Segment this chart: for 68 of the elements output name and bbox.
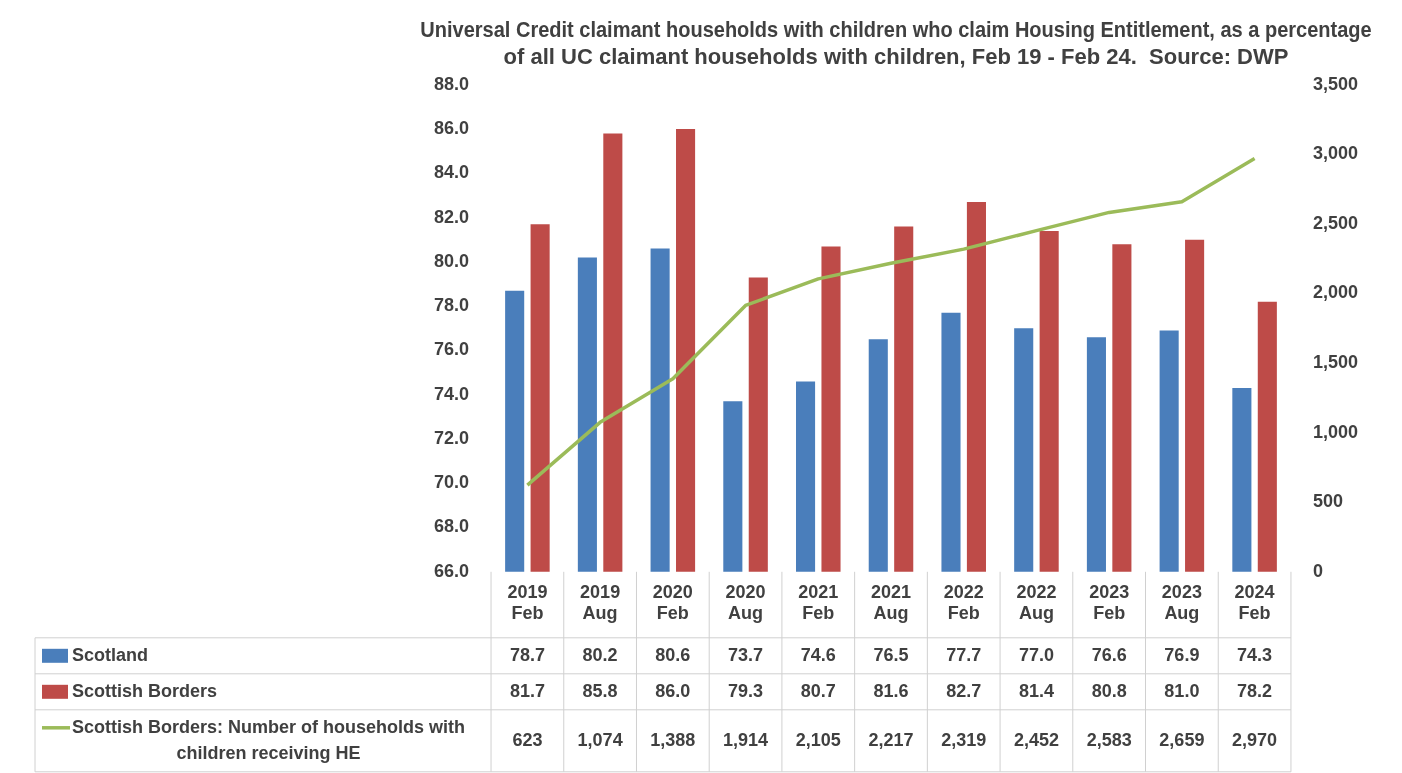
y2-tick-label: 2,500: [1312, 212, 1358, 233]
y-tick-label: 86.0: [433, 118, 470, 139]
data-label: 2,217: [868, 729, 914, 750]
x-tick-label: 2023 Aug: [1161, 581, 1202, 624]
y-tick-label: 82.0: [433, 206, 470, 227]
y2-tick-label: 2,000: [1312, 282, 1358, 303]
y2-tick-label: 500: [1312, 491, 1343, 512]
data-label: 80.8: [1091, 680, 1127, 701]
x-tick-label: 2020 Feb: [652, 581, 693, 624]
x-tick-label: 2020 Aug: [725, 581, 766, 624]
legend-label: Scotland: [72, 644, 149, 665]
x-tick-label: 2019 Aug: [580, 581, 621, 624]
data-label: 80.6: [655, 644, 691, 665]
data-label: 623: [512, 729, 543, 750]
y2-tick-label: 1,000: [1312, 421, 1358, 442]
x-tick-label: 2024 Feb: [1234, 581, 1275, 624]
data-label: 1,074: [577, 729, 623, 750]
data-label: 77.7: [946, 644, 982, 665]
data-label: 81.0: [1164, 680, 1200, 701]
y-tick-label: 80.0: [433, 250, 470, 271]
chart-title: Universal Credit claimant households with children who claim Housing Entitlement, as a percentage of all UC claimant households with children, Feb 19 - Feb 24. Source: DWP: [420, 17, 1372, 69]
data-label: 2,583: [1086, 729, 1132, 750]
data-label: 2,970: [1232, 729, 1278, 750]
x-tick-label: 2022 Feb: [943, 581, 984, 624]
data-label: 78.7: [509, 644, 545, 665]
data-label: 80.7: [800, 680, 836, 701]
x-tick-label: 2019 Feb: [507, 581, 548, 624]
data-label: 85.8: [582, 680, 618, 701]
data-label: 76.9: [1164, 644, 1200, 665]
data-label: 79.3: [728, 680, 764, 701]
data-label: 81.7: [509, 680, 545, 701]
data-label: 82.7: [946, 680, 982, 701]
data-label: 2,659: [1159, 729, 1205, 750]
data-label: 74.6: [800, 644, 836, 665]
data-label: 2,452: [1013, 729, 1059, 750]
data-label: 78.2: [1237, 680, 1273, 701]
data-label: 76.6: [1091, 644, 1127, 665]
y-tick-label: 66.0: [433, 560, 470, 581]
data-label: 81.4: [1018, 680, 1054, 701]
data-label: 1,914: [723, 729, 769, 750]
legend-label: Scottish Borders: [72, 680, 218, 701]
y-tick-label: 84.0: [433, 162, 470, 183]
data-label: 76.5: [873, 644, 909, 665]
y-tick-label: 72.0: [433, 427, 470, 448]
x-tick-label: 2023 Feb: [1089, 581, 1130, 624]
y-tick-label: 70.0: [433, 472, 470, 493]
data-label: 2,105: [795, 729, 841, 750]
x-tick-label: 2021 Aug: [870, 581, 912, 624]
data-label: 73.7: [728, 644, 764, 665]
data-label: 1,388: [650, 729, 696, 750]
y2-tick-label: 0: [1312, 560, 1323, 581]
y2-tick-label: 3,500: [1312, 73, 1358, 94]
y-tick-label: 74.0: [433, 383, 470, 404]
x-tick-label: 2022 Aug: [1016, 581, 1057, 624]
data-label: 80.2: [582, 644, 618, 665]
y-tick-label: 76.0: [433, 339, 470, 360]
data-label: 77.0: [1018, 644, 1054, 665]
y2-tick-label: 3,000: [1312, 143, 1358, 164]
data-label: 86.0: [655, 680, 691, 701]
data-label: 74.3: [1237, 644, 1273, 665]
x-tick-label: 2021 Feb: [798, 581, 839, 624]
legend-label: Scottish Borders: Number of households with children receiving HE: [71, 716, 466, 763]
y-tick-label: 88.0: [433, 73, 470, 94]
y2-tick-label: 1,500: [1312, 352, 1358, 373]
data-label: 81.6: [873, 680, 909, 701]
y-tick-label: 68.0: [433, 516, 470, 537]
data-label: 2,319: [941, 729, 987, 750]
y-tick-label: 78.0: [433, 295, 470, 316]
